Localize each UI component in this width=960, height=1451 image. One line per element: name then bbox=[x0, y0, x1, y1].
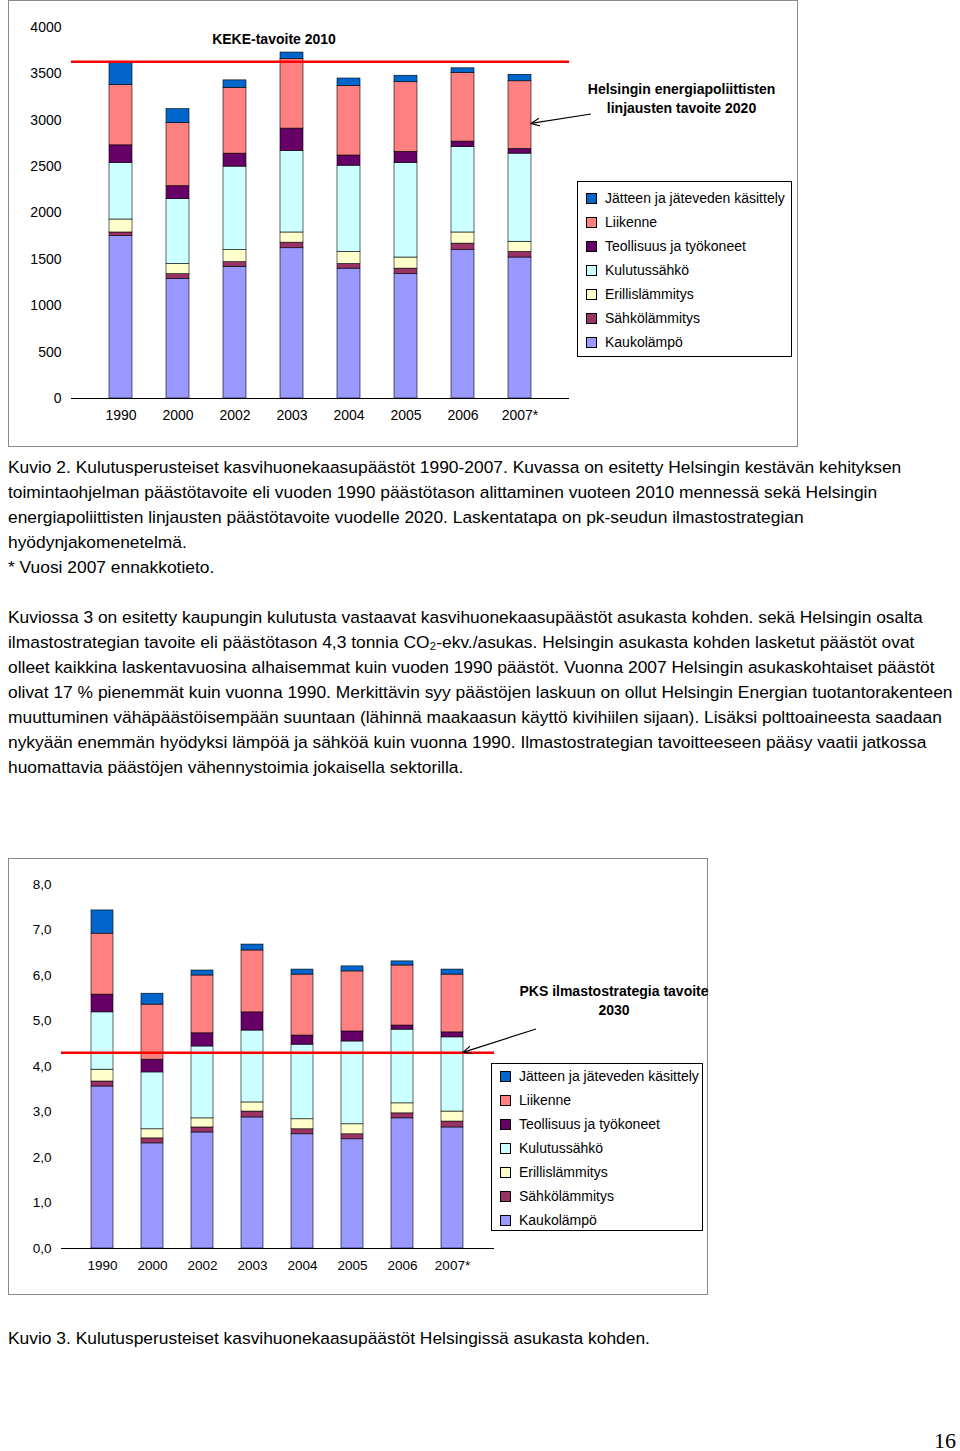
svg-text:0,0: 0,0 bbox=[33, 1241, 52, 1256]
html-text:* Vuosi 2007 ennakkotieto.: * Vuosi 2007 ennakkotieto. bbox=[8, 557, 215, 577]
svg-text:2002: 2002 bbox=[187, 1258, 217, 1273]
svg-text:1,0: 1,0 bbox=[33, 1195, 52, 1210]
html-text:Jätteen ja jäteveden käsittely: Jätteen ja jäteveden käsittely bbox=[605, 190, 785, 206]
html-text:Erillislämmitys: Erillislämmitys bbox=[519, 1164, 608, 1180]
svg-text:500: 500 bbox=[38, 344, 62, 360]
svg-text:2007*: 2007* bbox=[502, 407, 539, 423]
svg-text:1000: 1000 bbox=[30, 297, 61, 313]
html-text:Helsingin energiapoliittisten: Helsingin energiapoliittisten linjausten… bbox=[587, 81, 776, 116]
svg-text:4,0: 4,0 bbox=[33, 1059, 52, 1074]
svg-text:7,0: 7,0 bbox=[33, 922, 52, 937]
html-text:Jätteen ja jäteveden käsittely: Jätteen ja jäteveden käsittely bbox=[519, 1068, 699, 1084]
svg-text:2006: 2006 bbox=[447, 407, 478, 423]
svg-text:2006: 2006 bbox=[387, 1258, 417, 1273]
svg-text:2003: 2003 bbox=[237, 1258, 267, 1273]
html-text:Erillislämmitys: Erillislämmitys bbox=[605, 286, 694, 302]
svg-text:2004: 2004 bbox=[287, 1258, 318, 1273]
html-text:Kulutussähkö: Kulutussähkö bbox=[605, 262, 690, 278]
svg-text:5,0: 5,0 bbox=[33, 1013, 52, 1028]
html-text:Kuvio 2. Kulutusperusteiset ka: Kuvio 2. Kulutusperusteiset kasvihuoneka… bbox=[8, 457, 902, 552]
svg-text:8,0: 8,0 bbox=[33, 877, 52, 892]
svg-text:2000: 2000 bbox=[30, 204, 61, 220]
html-text:KEKE-tavoite 2010: KEKE-tavoite 2010 bbox=[212, 31, 336, 47]
svg-text:2007*: 2007* bbox=[435, 1258, 471, 1273]
html-text:Kuviossa 3 on esitetty kaupung: Kuviossa 3 on esitetty kaupungin kulutus… bbox=[8, 607, 953, 777]
html-text:Liikenne: Liikenne bbox=[519, 1092, 572, 1108]
svg-text:3000: 3000 bbox=[30, 112, 61, 128]
svg-text:2500: 2500 bbox=[30, 158, 61, 174]
html-text:Sähkölämmitys: Sähkölämmitys bbox=[519, 1188, 614, 1204]
svg-text:2,0: 2,0 bbox=[33, 1150, 52, 1165]
svg-text:2000: 2000 bbox=[137, 1258, 167, 1273]
svg-text:0: 0 bbox=[54, 390, 62, 406]
html-text:PKS ilmastostrategia tavoite 2: PKS ilmastostrategia tavoite 2030 bbox=[519, 983, 709, 1018]
html-text:Teollisuus ja työkoneet: Teollisuus ja työkoneet bbox=[605, 238, 746, 254]
svg-text:4000: 4000 bbox=[30, 19, 61, 35]
svg-text:3,0: 3,0 bbox=[33, 1104, 52, 1119]
svg-text:2005: 2005 bbox=[390, 407, 421, 423]
html-text:Sähkölämmitys: Sähkölämmitys bbox=[605, 310, 700, 326]
svg-text:2005: 2005 bbox=[337, 1258, 367, 1273]
svg-text:2004: 2004 bbox=[333, 407, 364, 423]
svg-text:2003: 2003 bbox=[276, 407, 307, 423]
html-text:Kuvio 3. Kulutusperusteiset ka: Kuvio 3. Kulutusperusteiset kasvihuoneka… bbox=[8, 1328, 650, 1348]
svg-text:2000: 2000 bbox=[162, 407, 193, 423]
html-text:Kaukolämpö: Kaukolämpö bbox=[519, 1212, 597, 1228]
svg-text:6,0: 6,0 bbox=[33, 968, 52, 983]
html-text:Liikenne: Liikenne bbox=[605, 214, 658, 230]
svg-text:2002: 2002 bbox=[219, 407, 250, 423]
svg-text:3500: 3500 bbox=[30, 65, 61, 81]
html-text:Teollisuus ja työkoneet: Teollisuus ja työkoneet bbox=[519, 1116, 660, 1132]
svg-text:1990: 1990 bbox=[87, 1258, 117, 1273]
html-text:Kaukolämpö: Kaukolämpö bbox=[605, 334, 683, 350]
svg-text:1500: 1500 bbox=[30, 251, 61, 267]
svg-text:1990: 1990 bbox=[105, 407, 136, 423]
html-text:Kulutussähkö: Kulutussähkö bbox=[519, 1140, 604, 1156]
